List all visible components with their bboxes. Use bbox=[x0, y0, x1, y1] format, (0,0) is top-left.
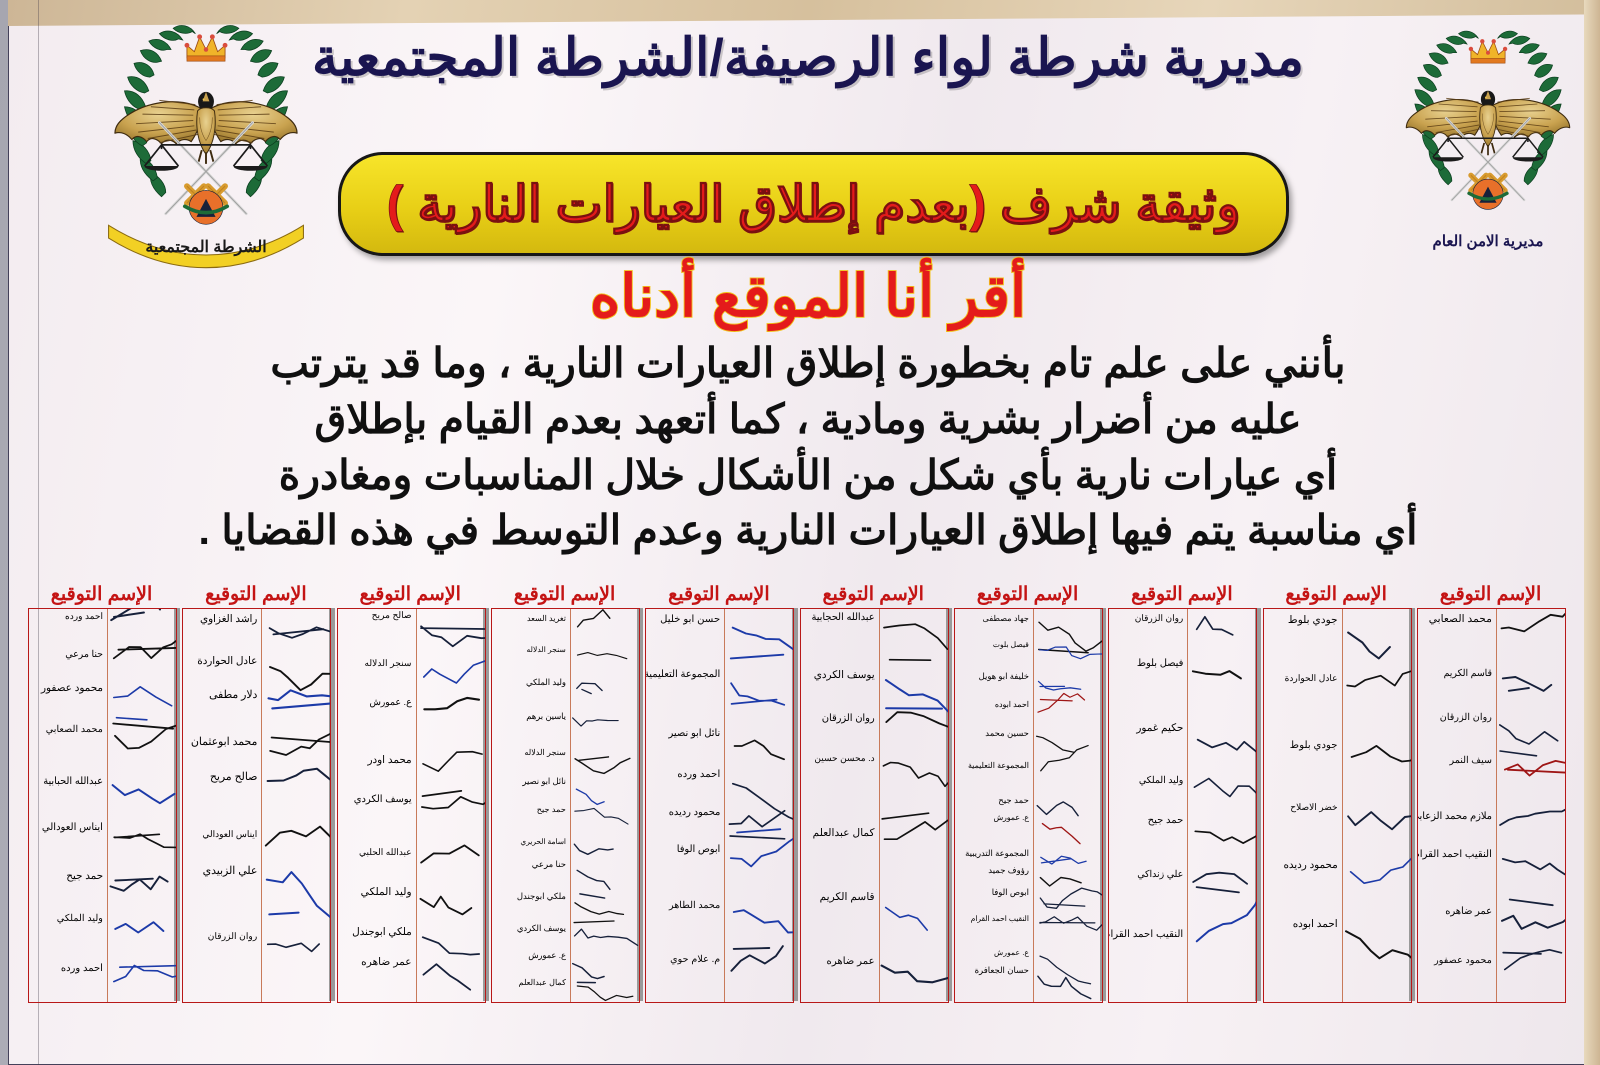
svg-text:الشرطة المجتمعية: الشرطة المجتمعية bbox=[145, 239, 266, 257]
